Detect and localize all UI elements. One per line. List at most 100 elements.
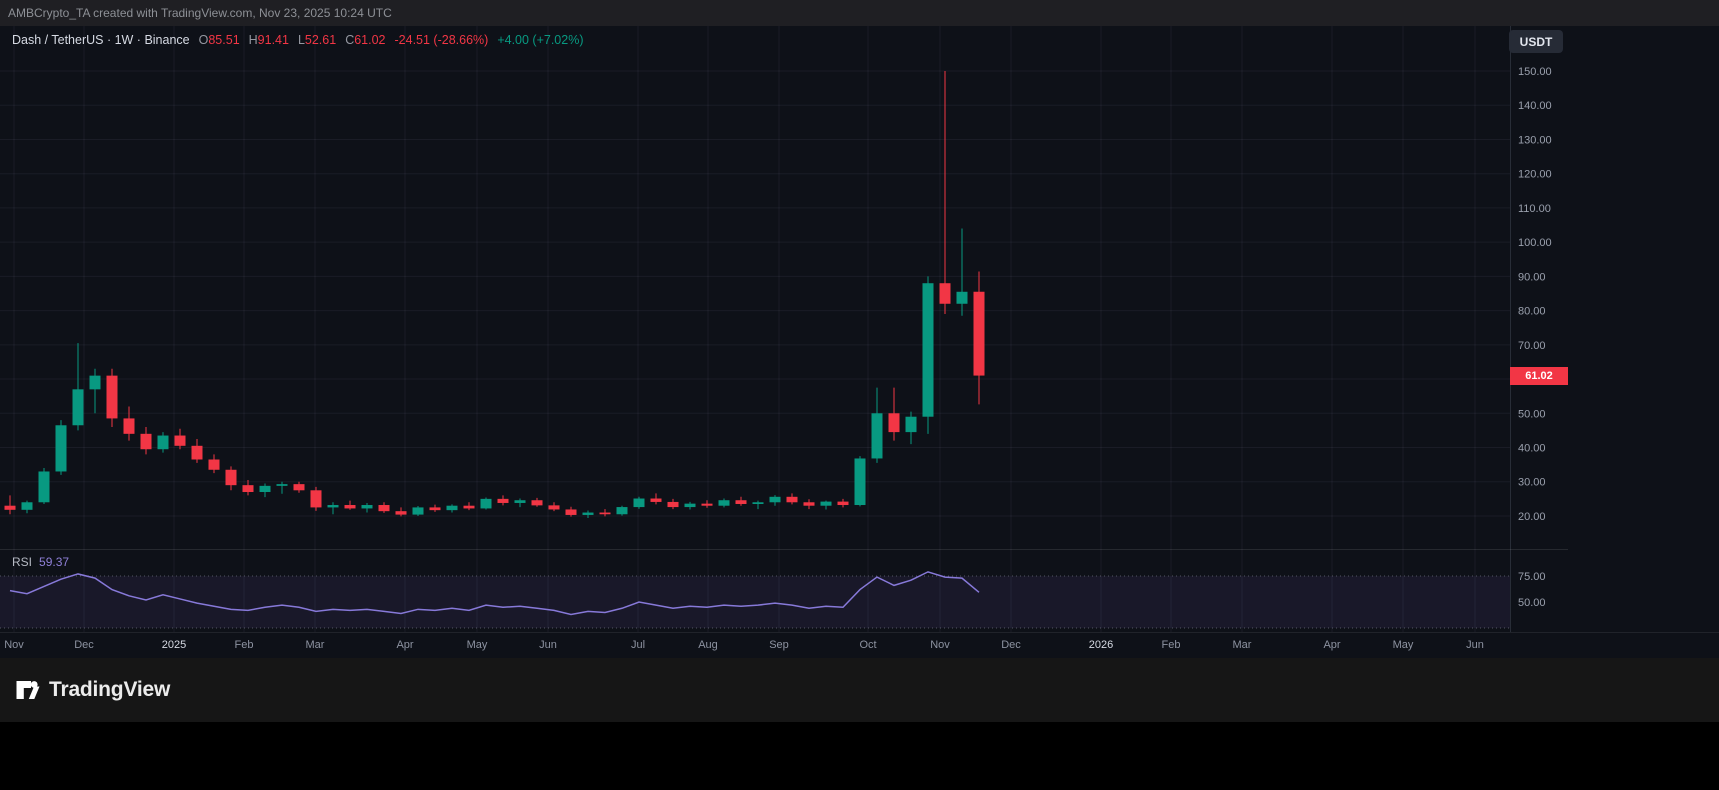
currency-button[interactable]: USDT: [1509, 30, 1563, 53]
candle: [463, 502, 475, 511]
candle: [905, 411, 917, 445]
candle: [344, 500, 356, 510]
close-field: C61.02: [345, 33, 385, 47]
candle: [276, 481, 288, 494]
rsi-band: [0, 576, 1510, 629]
svg-text:140.00: 140.00: [1518, 100, 1552, 112]
time-tick-label: Feb: [234, 639, 254, 651]
candle: [820, 500, 832, 510]
svg-text:30.00: 30.00: [1518, 477, 1546, 489]
tradingview-wordmark[interactable]: TradingView: [49, 678, 171, 701]
rsi-chart[interactable]: 75.00 50.00: [0, 549, 1568, 632]
candle: [140, 426, 152, 455]
time-tick-label: Aug: [698, 639, 718, 651]
bottom-letterbox: [0, 722, 1719, 790]
candle: [191, 438, 203, 463]
time-tick-label: May: [466, 639, 488, 651]
watermark-bar: AMBCrypto_TA created with TradingView.co…: [0, 0, 1719, 26]
rsi-line: [9, 571, 980, 616]
open-label: O: [198, 33, 209, 47]
candle: [242, 480, 254, 496]
candles-layer: [4, 71, 985, 519]
time-tick-label: Sep: [769, 639, 789, 651]
candle: [89, 368, 101, 414]
candle: [803, 499, 815, 510]
candle: [55, 420, 67, 475]
rsi-grid: [13, 549, 1476, 632]
candle: [497, 495, 509, 506]
chart-container[interactable]: 20.0030.0040.0050.0060.0070.0080.0090.00…: [0, 26, 1719, 658]
svg-text:110.00: 110.00: [1518, 203, 1551, 215]
svg-text:70.00: 70.00: [1518, 340, 1546, 352]
candle: [208, 454, 220, 474]
svg-text:130.00: 130.00: [1518, 134, 1552, 146]
svg-text:120.00: 120.00: [1518, 169, 1552, 181]
time-tick-label: Jun: [1466, 639, 1484, 651]
watermark-text: AMBCrypto_TA created with TradingView.co…: [8, 6, 392, 20]
after-hours-change: +4.00 (+7.02%): [497, 33, 584, 47]
candle: [735, 496, 747, 506]
candle: [429, 504, 441, 512]
candle: [123, 406, 135, 441]
time-tick-label: Mar: [305, 639, 325, 651]
candle: [718, 498, 730, 508]
candle: [701, 500, 713, 508]
time-tick-label: Apr: [396, 639, 414, 651]
candle: [599, 509, 611, 517]
rsi-value: 59.37: [39, 555, 70, 569]
candle: [633, 496, 645, 509]
low-field: L52.61: [298, 33, 336, 47]
candle: [157, 432, 169, 453]
high-field: H91.41: [249, 33, 289, 47]
svg-text:100.00: 100.00: [1518, 237, 1552, 249]
candle: [531, 497, 543, 507]
time-tick-label: Apr: [1323, 639, 1341, 651]
candle: [259, 483, 271, 498]
candle: [378, 502, 390, 513]
candle: [922, 276, 934, 434]
time-axis[interactable]: Nov Dec 2025 Feb Mar Apr May Jun Jul Aug Sep Oct Nov…: [0, 632, 1719, 658]
svg-text:50.00: 50.00: [1518, 597, 1546, 609]
price-chart[interactable]: 20.0030.0040.0050.0060.0070.0080.0090.00…: [0, 26, 1568, 549]
svg-text:50.00: 50.00: [1518, 408, 1546, 420]
svg-text:80.00: 80.00: [1518, 306, 1546, 318]
svg-text:40.00: 40.00: [1518, 443, 1546, 455]
candle: [310, 486, 322, 511]
last-price-label: 61.02: [1510, 366, 1568, 385]
candle: [225, 466, 237, 491]
svg-text:90.00: 90.00: [1518, 271, 1546, 283]
candle: [650, 493, 662, 505]
candle: [837, 498, 849, 508]
time-tick-label: May: [1392, 639, 1414, 651]
candle: [480, 497, 492, 510]
time-tick-label: Nov: [930, 639, 950, 651]
candle: [769, 495, 781, 506]
time-tick-label: Mar: [1232, 639, 1252, 651]
svg-text:150.00: 150.00: [1518, 66, 1552, 78]
symbol-title[interactable]: Dash / TetherUS · 1W · Binance: [12, 33, 190, 47]
low-label: L: [297, 33, 305, 47]
time-tick-label: Jul: [630, 639, 646, 651]
open-field: O85.51: [199, 33, 240, 47]
candle: [21, 500, 33, 514]
time-tick-label: Feb: [1161, 639, 1181, 651]
time-tick-label: Nov: [4, 639, 24, 651]
high-value: 91.41: [257, 33, 289, 47]
rsi-label: RSI: [12, 555, 33, 569]
candle: [293, 481, 305, 493]
candle: [395, 507, 407, 517]
candle: [956, 228, 968, 316]
price-axis-labels: 20.0030.0040.0050.0060.0070.0080.0090.00…: [1518, 66, 1552, 523]
price-grid: [0, 26, 1510, 549]
candle: [582, 510, 594, 519]
time-tick-label: Oct: [859, 639, 877, 651]
candle: [939, 71, 951, 315]
rsi-legend[interactable]: RSI 59.37: [12, 555, 69, 569]
tradingview-logo-icon[interactable]: [14, 677, 40, 703]
open-value: 85.51: [208, 33, 240, 47]
time-tick-label: Dec: [74, 639, 94, 651]
close-label: C: [345, 33, 355, 47]
rsi-axis-labels: 75.00 50.00: [1518, 571, 1546, 609]
candle: [871, 387, 883, 463]
close-value: 61.02: [354, 33, 386, 47]
